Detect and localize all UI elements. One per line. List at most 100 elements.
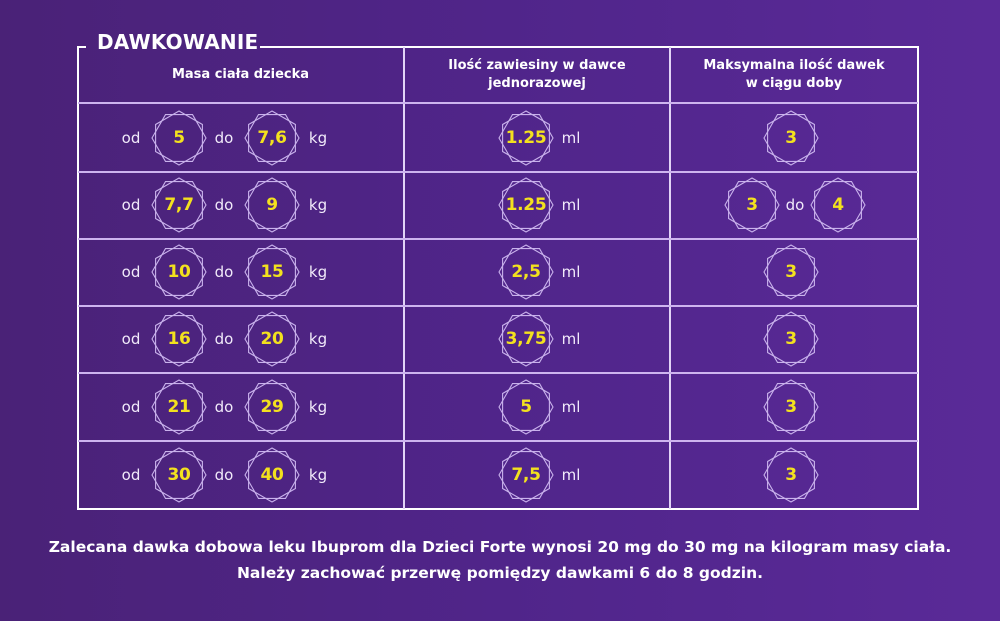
row-divider bbox=[78, 372, 918, 374]
badge-value: 1.25 bbox=[505, 128, 547, 148]
double-hexagon-icon bbox=[244, 311, 300, 367]
double-hexagon-icon bbox=[724, 177, 780, 233]
row-divider bbox=[78, 171, 918, 173]
row-divider bbox=[78, 440, 918, 442]
dose-ml-badge: 1.25 bbox=[497, 109, 555, 167]
double-hexagon-icon bbox=[498, 379, 554, 435]
footer-line-2: Należy zachować przerwę pomiędzy dawkami… bbox=[236, 564, 764, 582]
from-label: od bbox=[121, 263, 141, 281]
row-divider bbox=[78, 305, 918, 307]
double-hexagon-icon bbox=[151, 311, 207, 367]
weight-to-badge: 40 bbox=[243, 446, 301, 504]
weight-to-badge: 15 bbox=[243, 243, 301, 301]
ml-unit-label: ml bbox=[561, 398, 581, 416]
badge-value: 21 bbox=[167, 397, 191, 417]
footer-line-1: Zalecana dawka dobowa leku Ibuprom dla D… bbox=[48, 538, 952, 556]
ml-unit-label: ml bbox=[561, 129, 581, 147]
header-line: Maksymalna ilość dawek bbox=[703, 58, 885, 73]
dose-ml-badge: 7,5 bbox=[497, 446, 555, 504]
double-hexagon-icon bbox=[498, 177, 554, 233]
double-hexagon-icon bbox=[244, 177, 300, 233]
row-divider bbox=[78, 238, 918, 240]
badge-value: 3 bbox=[785, 262, 797, 282]
to-label: do bbox=[214, 196, 234, 214]
badge-value: 20 bbox=[260, 329, 284, 349]
badge-value: 16 bbox=[167, 329, 191, 349]
double-hexagon-icon bbox=[151, 244, 207, 300]
badge-value: 3 bbox=[785, 397, 797, 417]
max-doses-badge: 3 bbox=[762, 378, 820, 436]
weight-from-badge: 21 bbox=[150, 378, 208, 436]
badge-value: 3 bbox=[785, 128, 797, 148]
to-label: do bbox=[214, 263, 234, 281]
badge-value: 3 bbox=[746, 195, 758, 215]
badge-value: 10 bbox=[167, 262, 191, 282]
badge-value: 9 bbox=[266, 195, 278, 215]
header-line: Ilość zawiesiny w dawce bbox=[448, 58, 626, 73]
double-hexagon-icon bbox=[498, 311, 554, 367]
double-hexagon-icon bbox=[763, 244, 819, 300]
badge-value: 3 bbox=[785, 465, 797, 485]
max-doses-from-badge: 3 bbox=[723, 176, 781, 234]
badge-value: 5 bbox=[520, 397, 532, 417]
double-hexagon-icon bbox=[763, 379, 819, 435]
header-dose-volume: Ilość zawiesiny w dawce jednorazowej bbox=[405, 47, 669, 103]
double-hexagon-icon bbox=[244, 447, 300, 503]
dose-ml-badge: 5 bbox=[497, 378, 555, 436]
double-hexagon-icon bbox=[151, 447, 207, 503]
header-line: jednorazowej bbox=[488, 76, 586, 91]
dose-ml-badge: 2,5 bbox=[497, 243, 555, 301]
max-doses-badge: 3 bbox=[762, 243, 820, 301]
from-label: od bbox=[121, 466, 141, 484]
kg-unit-label: kg bbox=[308, 398, 328, 416]
max-doses-badge: 3 bbox=[762, 310, 820, 368]
kg-unit-label: kg bbox=[308, 129, 328, 147]
weight-to-badge: 9 bbox=[243, 176, 301, 234]
dose-ml-badge: 3,75 bbox=[497, 310, 555, 368]
kg-unit-label: kg bbox=[308, 196, 328, 214]
footer-note: Zalecana dawka dobowa leku Ibuprom dla D… bbox=[0, 534, 1000, 586]
kg-unit-label: kg bbox=[308, 263, 328, 281]
double-hexagon-icon bbox=[810, 177, 866, 233]
ml-unit-label: ml bbox=[561, 263, 581, 281]
ml-unit-label: ml bbox=[561, 196, 581, 214]
to-label: do bbox=[214, 466, 234, 484]
table-border-top-right bbox=[260, 46, 919, 48]
double-hexagon-icon bbox=[763, 447, 819, 503]
double-hexagon-icon bbox=[244, 379, 300, 435]
double-hexagon-icon bbox=[244, 244, 300, 300]
badge-value: 2,5 bbox=[511, 262, 541, 282]
weight-to-badge: 7,6 bbox=[243, 109, 301, 167]
table-border-top-left bbox=[77, 46, 86, 48]
badge-value: 3,75 bbox=[505, 329, 547, 349]
ml-unit-label: ml bbox=[561, 466, 581, 484]
weight-from-badge: 30 bbox=[150, 446, 208, 504]
table-border-left bbox=[77, 46, 79, 510]
dose-ml-badge: 1.25 bbox=[497, 176, 555, 234]
double-hexagon-icon bbox=[763, 311, 819, 367]
from-label: od bbox=[121, 398, 141, 416]
max-doses-to-badge: 4 bbox=[809, 176, 867, 234]
column-divider bbox=[403, 47, 405, 509]
weight-to-badge: 29 bbox=[243, 378, 301, 436]
from-label: od bbox=[121, 330, 141, 348]
weight-from-badge: 16 bbox=[150, 310, 208, 368]
max-doses-badge: 3 bbox=[762, 446, 820, 504]
to-label: do bbox=[214, 129, 234, 147]
double-hexagon-icon bbox=[763, 110, 819, 166]
badge-value: 7,6 bbox=[257, 128, 287, 148]
badge-value: 29 bbox=[260, 397, 284, 417]
weight-from-badge: 5 bbox=[150, 109, 208, 167]
to-label: do bbox=[785, 196, 805, 214]
badge-value: 15 bbox=[260, 262, 284, 282]
badge-value: 7,5 bbox=[511, 465, 541, 485]
weight-from-badge: 7,7 bbox=[150, 176, 208, 234]
column-divider bbox=[669, 47, 671, 509]
to-label: do bbox=[214, 398, 234, 416]
double-hexagon-icon bbox=[244, 110, 300, 166]
table-border-right bbox=[917, 46, 919, 510]
double-hexagon-icon bbox=[498, 244, 554, 300]
max-doses-badge: 3 bbox=[762, 109, 820, 167]
header-line: w ciągu doby bbox=[745, 76, 843, 91]
header-max-doses: Maksymalna ilość dawek w ciągu doby bbox=[671, 47, 917, 103]
